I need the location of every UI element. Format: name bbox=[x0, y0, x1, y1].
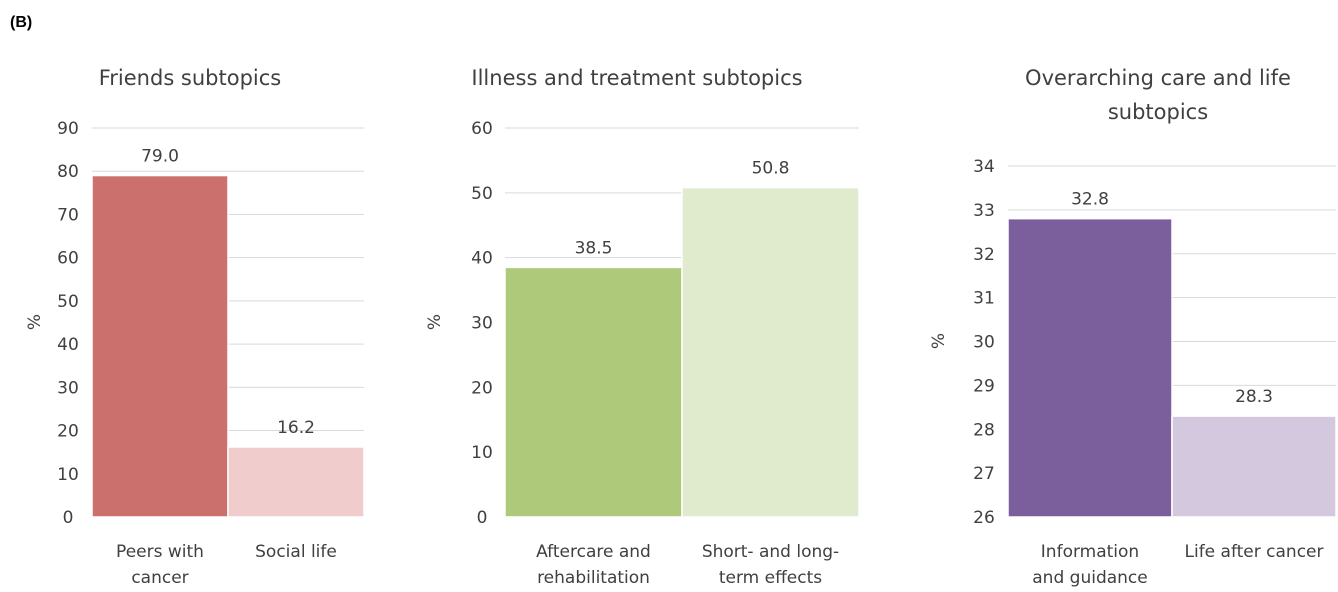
y-tick-label: 30 bbox=[973, 333, 995, 353]
bar bbox=[1007, 217, 1173, 518]
chart-title-line: subtopics bbox=[1108, 100, 1208, 124]
bar bbox=[91, 174, 229, 518]
y-tick-label: 70 bbox=[57, 205, 79, 225]
y-tick-label: 33 bbox=[973, 201, 995, 221]
category-label: Social life bbox=[255, 542, 337, 562]
y-tick-label: 60 bbox=[57, 249, 79, 269]
bar-data-label: 28.3 bbox=[1235, 387, 1273, 407]
bar-data-label: 32.8 bbox=[1071, 190, 1109, 210]
category-label: and guidance bbox=[1032, 568, 1147, 588]
y-axis-label: % bbox=[425, 314, 445, 330]
y-tick-label: 0 bbox=[477, 508, 488, 528]
y-tick-label: 90 bbox=[57, 119, 79, 139]
category-label: Life after cancer bbox=[1185, 542, 1324, 562]
y-tick-label: 20 bbox=[471, 378, 493, 398]
category-label: cancer bbox=[131, 568, 188, 588]
chart-illness-treatment-subtopics: Illness and treatment subtopics 0 10 20 30 40… bbox=[425, 66, 860, 588]
chart-title-line: Friends subtopics bbox=[99, 66, 282, 90]
bar-data-label: 50.8 bbox=[752, 159, 790, 179]
y-tick-label: 32 bbox=[973, 245, 995, 265]
y-tick-label: 40 bbox=[471, 249, 493, 269]
y-tick-label: 31 bbox=[973, 289, 995, 309]
category-label: Peers with bbox=[116, 542, 204, 562]
bar-data-label: 79.0 bbox=[141, 147, 179, 167]
bar-data-label: 38.5 bbox=[575, 238, 613, 258]
y-tick-label: 20 bbox=[57, 422, 79, 442]
y-axis-label: % bbox=[929, 333, 949, 349]
y-tick-label: 30 bbox=[57, 378, 79, 398]
category-label: term effects bbox=[719, 568, 822, 588]
y-tick-label: 10 bbox=[471, 443, 493, 463]
chart-title-line: Overarching care and life bbox=[1025, 66, 1291, 90]
y-tick-label: 50 bbox=[57, 292, 79, 312]
y-tick-label: 27 bbox=[973, 464, 995, 484]
y-tick-label: 29 bbox=[973, 376, 995, 396]
bar-data-label: 16.2 bbox=[277, 418, 315, 438]
category-label: rehabilitation bbox=[537, 568, 650, 588]
y-axis-label: % bbox=[25, 314, 45, 330]
y-tick-label: 50 bbox=[471, 184, 493, 204]
chart-title-line: Illness and treatment subtopics bbox=[471, 66, 802, 90]
y-tick-label: 28 bbox=[973, 420, 995, 440]
panel-label: (B) bbox=[10, 14, 33, 31]
category-label: Short- and long- bbox=[702, 542, 839, 562]
y-tick-label: 80 bbox=[57, 162, 79, 182]
bar bbox=[1171, 415, 1337, 518]
y-tick-label: 10 bbox=[57, 465, 79, 485]
chart-friends-subtopics: Friends subtopics 0 10 20 30 40 50 60 70 80 90% 79.… bbox=[25, 66, 365, 588]
y-tick-label: 26 bbox=[973, 508, 995, 528]
y-tick-label: 30 bbox=[471, 314, 493, 334]
category-label: Information bbox=[1041, 542, 1139, 562]
bar bbox=[227, 446, 365, 518]
bar bbox=[681, 186, 860, 518]
y-tick-label: 34 bbox=[973, 157, 995, 177]
chart-overarching-care-life-subtopics: Overarching care and life subtopics 26 27 28… bbox=[929, 66, 1337, 588]
y-tick-label: 40 bbox=[57, 335, 79, 355]
y-tick-label: 60 bbox=[471, 119, 493, 139]
y-tick-label: 0 bbox=[63, 508, 74, 528]
bar bbox=[504, 266, 683, 518]
category-label: Aftercare and bbox=[536, 542, 651, 562]
